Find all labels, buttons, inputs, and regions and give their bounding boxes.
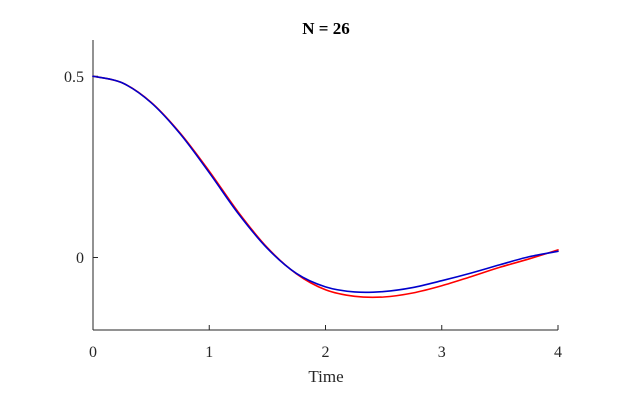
x-ticks: 0 1 2 3 4 xyxy=(89,325,562,361)
series-line-2 xyxy=(92,75,559,294)
x-tick-label: 0 xyxy=(89,344,97,361)
chart-title: N = 26 xyxy=(302,19,349,38)
series-group xyxy=(92,75,559,299)
y-tick-label: 0 xyxy=(76,250,84,267)
x-tick-label: 4 xyxy=(554,344,562,361)
x-tick-label: 2 xyxy=(322,344,330,361)
x-tick-label: 3 xyxy=(438,344,446,361)
x-tick-label: 1 xyxy=(205,344,213,361)
y-tick-label: 0.5 xyxy=(64,69,84,86)
x-axis-label: Time xyxy=(308,367,343,386)
series-line-1 xyxy=(92,75,559,299)
